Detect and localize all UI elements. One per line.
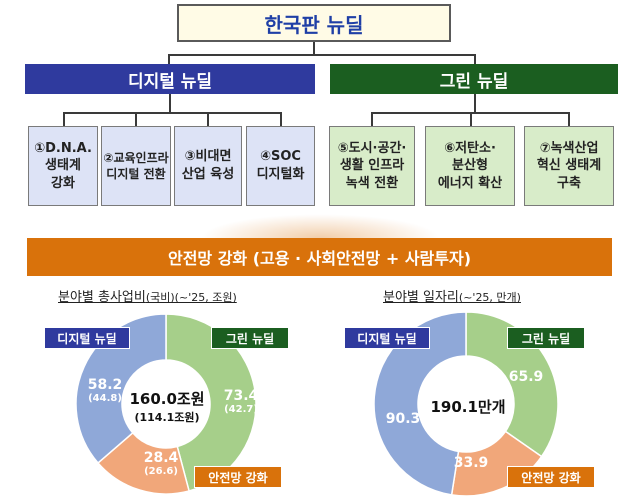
digital-newdeal-header: 디지털 뉴딜	[25, 64, 315, 94]
connector-digital-drop-1	[63, 112, 65, 126]
budget-green-label: 73.4 (42.7)	[219, 388, 263, 416]
budget-subtitle-text: (국비)(~'25, 조원)	[145, 291, 237, 304]
digital-item-education: ②교육인프라 디지털 전환	[101, 126, 171, 206]
digital-item-untact: ③비대면 산업 육성	[174, 126, 242, 206]
connector-right-drop	[474, 54, 476, 64]
budget-safety-value: 28.4	[143, 450, 179, 466]
budget-center: 160.0조원 (114.1조원)	[117, 388, 217, 425]
budget-center-sub: (114.1조원)	[134, 411, 200, 424]
connector-digital-drop-2	[135, 112, 137, 126]
jobs-safety-label: 33.9	[449, 455, 493, 471]
connector-digital-stem	[169, 94, 171, 112]
budget-digital-value: 58.2	[87, 377, 123, 393]
connector-green-drop-2	[470, 112, 472, 126]
green-item-urban: ⑤도시·공간· 생활 인프라 녹색 전환	[329, 126, 415, 206]
budget-chart-title: 분야별 총사업비(국비)(~'25, 조원)	[58, 286, 237, 305]
green-item-industry: ⑦녹색산업 혁신 생태계 구축	[524, 126, 614, 206]
connector-green-drop-1	[371, 112, 373, 126]
connector-main-vertical	[313, 42, 315, 54]
jobs-legend-digital: 디지털 뉴딜	[344, 327, 430, 349]
jobs-digital-label: 90.3	[381, 411, 425, 427]
jobs-subtitle-text: (~'25, 만개)	[458, 291, 521, 304]
jobs-slice-digital	[373, 311, 467, 496]
budget-title-text: 분야별 총사업비	[58, 290, 146, 305]
digital-item-dna: ①D.N.A. 생태계 강화	[28, 126, 98, 206]
jobs-center-hole	[418, 356, 514, 452]
jobs-legend-safety: 안전망 강화	[507, 466, 595, 488]
green-newdeal-header: 그린 뉴딜	[330, 64, 618, 94]
jobs-center: 190.1만개	[418, 396, 518, 417]
connector-digital-drop-4	[280, 112, 282, 126]
budget-safety-label: 28.4 (26.6)	[139, 450, 183, 478]
jobs-green-label: 65.9	[504, 369, 548, 385]
green-item-energy: ⑥저탄소· 분산형 에너지 확산	[425, 126, 515, 206]
budget-green-value: 73.4	[223, 388, 259, 404]
jobs-safety-value: 33.9	[453, 455, 489, 471]
connector-digital-horizontal	[63, 112, 280, 114]
jobs-green-value: 65.9	[508, 369, 544, 385]
connector-green-stem	[474, 94, 476, 112]
budget-safety-sub: (26.6)	[144, 466, 178, 478]
connector-main-horizontal	[168, 54, 476, 56]
budget-legend-safety: 안전망 강화	[194, 466, 282, 488]
page-title: 한국판 뉴딜	[177, 4, 451, 42]
budget-center-value: 160.0조원	[129, 390, 205, 408]
connector-digital-drop-3	[207, 112, 209, 126]
jobs-legend-green: 그린 뉴딜	[507, 327, 585, 349]
connector-green-drop-3	[568, 112, 570, 126]
budget-legend-green: 그린 뉴딜	[211, 327, 289, 349]
safety-net-bar: 안전망 강화 (고용 · 사회안전망 + 사람투자)	[27, 238, 612, 276]
budget-legend-digital: 디지털 뉴딜	[44, 327, 130, 349]
connector-left-drop	[168, 54, 170, 64]
jobs-title-text: 분야별 일자리	[383, 290, 459, 305]
jobs-digital-value: 90.3	[385, 411, 421, 427]
budget-digital-sub: (44.8)	[88, 393, 122, 405]
budget-digital-label: 58.2 (44.8)	[83, 377, 127, 405]
jobs-center-value: 190.1만개	[430, 398, 506, 416]
bar-glow	[200, 214, 440, 238]
budget-center-hole	[122, 360, 210, 448]
jobs-chart-title: 분야별 일자리(~'25, 만개)	[383, 286, 521, 305]
budget-green-sub: (42.7)	[224, 404, 258, 416]
digital-item-soc: ④SOC 디지털화	[246, 126, 315, 206]
